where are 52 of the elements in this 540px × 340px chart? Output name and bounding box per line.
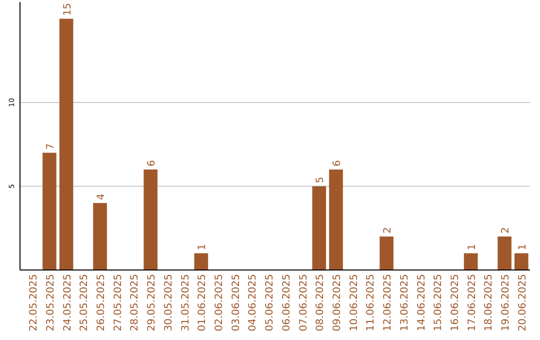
data-label: 2 xyxy=(500,227,512,234)
bar xyxy=(514,253,528,270)
x-tick-label: 13.06.2025 xyxy=(399,274,410,332)
x-tick-label: 17.06.2025 xyxy=(466,274,478,332)
bar xyxy=(312,186,326,270)
bar xyxy=(59,18,74,270)
x-tick-label: 11.06.2025 xyxy=(366,274,377,332)
x-tick-label: 23.05.2025 xyxy=(45,274,56,332)
data-label: 6 xyxy=(332,160,343,166)
x-tick-label: 15.06.2025 xyxy=(433,274,444,332)
x-tick-label: 01.06.2025 xyxy=(197,274,208,332)
data-label: 1 xyxy=(466,244,478,250)
x-tick-label: 22.05.2025 xyxy=(28,274,40,332)
bar xyxy=(329,170,343,270)
x-tick-label: 27.05.2025 xyxy=(112,274,124,332)
x-tick-label: 28.05.2025 xyxy=(130,274,141,332)
x-tick-label: 14.06.2025 xyxy=(416,274,428,332)
x-tick-label: 18.06.2025 xyxy=(484,274,495,332)
x-tick-label: 31.05.2025 xyxy=(180,274,192,332)
bar xyxy=(464,253,478,270)
bar xyxy=(380,236,394,270)
x-tick-label: 05.06.2025 xyxy=(264,274,276,332)
bar xyxy=(498,236,512,270)
x-tick-label: 10.06.2025 xyxy=(348,274,360,332)
x-tick-label: 29.05.2025 xyxy=(146,274,158,332)
x-tick-label: 03.06.2025 xyxy=(230,274,242,332)
data-label: 15 xyxy=(62,3,74,16)
bar xyxy=(93,203,107,270)
x-tick-label: 26.05.2025 xyxy=(96,274,108,332)
bar xyxy=(194,253,208,270)
data-label: 2 xyxy=(382,227,394,234)
x-tick-label: 30.05.2025 xyxy=(163,274,174,332)
bar xyxy=(42,152,56,270)
x-tick-label: 12.06.2025 xyxy=(382,274,394,332)
data-label: 1 xyxy=(197,244,208,250)
data-label: 5 xyxy=(315,176,326,184)
x-tick-label: 04.06.2025 xyxy=(248,274,259,332)
bar xyxy=(144,170,158,270)
x-tick-label: 06.06.2025 xyxy=(281,274,292,332)
data-label: 4 xyxy=(96,194,108,200)
x-tick-label: 25.05.2025 xyxy=(79,274,90,332)
data-label: 1 xyxy=(517,244,528,250)
x-tick-label: 20.06.2025 xyxy=(517,274,528,332)
x-tick-label: 19.06.2025 xyxy=(500,274,512,332)
x-tick-label: 16.06.2025 xyxy=(450,274,461,332)
data-label: 7 xyxy=(45,143,56,150)
x-tick-label: 09.06.2025 xyxy=(332,274,343,332)
x-tick-label: 08.06.2025 xyxy=(315,274,326,332)
x-tick-label: 24.05.2025 xyxy=(62,274,74,332)
data-label: 6 xyxy=(146,160,158,166)
x-tick-label: 07.06.2025 xyxy=(298,274,310,332)
x-tick-label: 02.06.2025 xyxy=(214,274,226,332)
